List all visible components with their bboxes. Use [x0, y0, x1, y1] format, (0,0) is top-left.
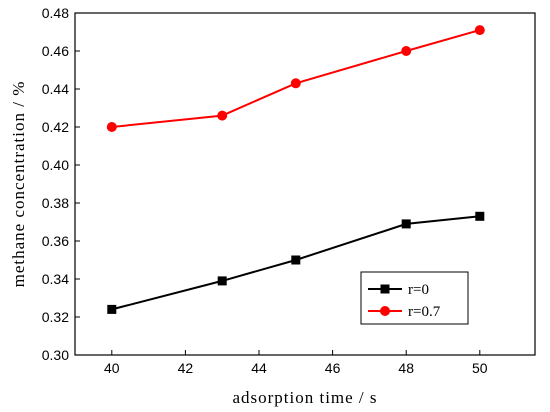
y-tick-label: 0.30 [42, 347, 69, 363]
data-point [217, 276, 227, 286]
data-point [474, 25, 485, 36]
axes-ticks: 40 42 44 46 48 50 0.30 0.32 0.34 0.36 0.38 0.40 0.42… [42, 5, 488, 376]
data-point [291, 255, 301, 265]
series-layer [106, 25, 485, 314]
x-tick-label: 40 [104, 360, 120, 376]
legend-label: r=0.7 [408, 304, 441, 320]
y-tick-label: 0.32 [42, 309, 69, 325]
data-point [475, 211, 485, 221]
legend-marker [380, 306, 390, 316]
y-tick-label: 0.40 [42, 157, 69, 173]
x-tick-label: 48 [398, 360, 414, 376]
x-tick-label: 46 [325, 360, 341, 376]
data-point [401, 219, 411, 229]
data-point [106, 122, 117, 132]
y-tick-label: 0.38 [42, 195, 69, 211]
x-tick-label: 50 [472, 360, 488, 376]
data-point [401, 46, 412, 56]
x-tick-label: 44 [251, 360, 267, 376]
data-point [107, 304, 117, 314]
y-tick-label: 0.36 [42, 233, 69, 249]
data-point [290, 78, 301, 89]
legend: r=0 r=0.7 [360, 271, 469, 325]
y-tick-label: 0.42 [42, 119, 69, 135]
legend-label: r=0 [408, 282, 429, 298]
x-axis-label: adsorption time / s [232, 388, 377, 407]
x-tick-label: 42 [178, 360, 194, 376]
plot-frame [74, 12, 536, 356]
legend-marker [380, 284, 390, 294]
y-axis-label: methane concentration / % [9, 81, 28, 288]
data-point [217, 110, 228, 121]
legend-box [360, 271, 469, 325]
y-tick-label: 0.34 [42, 271, 69, 287]
y-tick-label: 0.46 [42, 43, 69, 59]
y-tick-label: 0.44 [42, 81, 69, 97]
y-tick-label: 0.48 [42, 5, 69, 21]
